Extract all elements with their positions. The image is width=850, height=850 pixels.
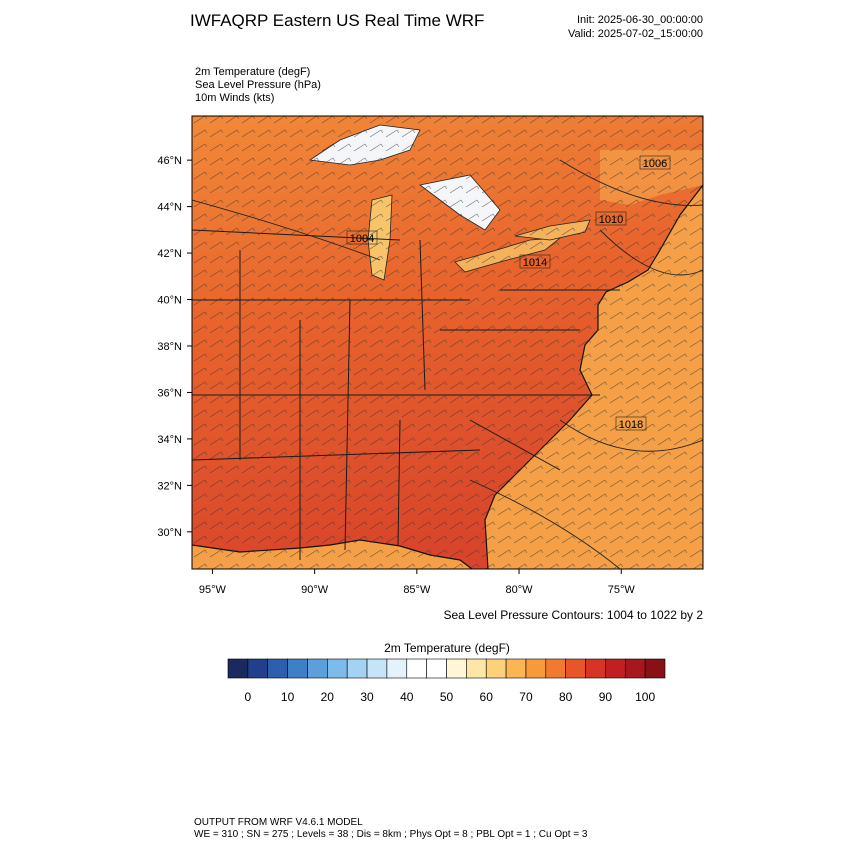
colorbar-box [267,658,288,679]
map [192,116,703,569]
colorbar-tick-label: 10 [281,690,295,704]
contour-label: 1018 [619,419,643,431]
lat-tick-label: 38°N [157,341,182,353]
colorbar-box [545,658,566,679]
colorbar-box [426,658,447,679]
contour-caption: Sea Level Pressure Contours: 1004 to 102… [444,608,704,622]
colorbar-tick-label: 90 [599,690,613,704]
lon-tick-label: 80°W [506,584,534,596]
colorbar-tick-label: 60 [480,690,494,704]
colorbar-box [327,658,348,679]
colorbar-tick-label: 0 [245,690,252,704]
lat-tick-label: 40°N [157,295,182,307]
colorbar-box [466,658,487,679]
contour-label: 1010 [599,214,623,226]
wind-barbs [192,116,703,569]
contour-label-box [595,211,627,226]
colorbar-box [624,658,646,679]
colorbar-tick-label: 40 [400,690,414,704]
colorbar-tick-label: 50 [440,690,454,704]
colorbar-box [406,658,427,679]
colorbar-box [485,658,507,679]
title: IWFAQRP Eastern US Real Time WRF [190,11,484,30]
lon-tick-label: 95°W [199,584,227,596]
colorbar-tick-label: 20 [321,690,335,704]
colorbar-box [605,658,626,679]
lon-tick-label: 85°W [403,584,431,596]
lat-tick-label: 32°N [157,480,182,492]
colorbar-box [585,658,606,679]
colorbar-box [565,658,586,679]
lat-tick-label: 46°N [157,155,182,167]
contour-label-box [346,230,378,245]
colorbar-box [287,658,308,679]
colorbar-box [227,658,249,679]
contour-label-box [639,155,671,170]
colorbar-tick-label: 100 [635,690,655,704]
field-label: 2m Temperature (degF) [195,66,310,78]
colorbar-box [505,658,527,679]
colorbar-tick-label: 80 [559,690,573,704]
colorbar-box [247,658,269,679]
contour-label: 1006 [643,158,667,170]
colorbar-box [644,658,666,679]
contour-label: 1014 [523,257,547,269]
lat-tick-label: 44°N [157,202,182,214]
lon-tick-label: 75°W [608,584,636,596]
colorbar-box [346,658,368,679]
field-label: Sea Level Pressure (hPa) [195,79,321,91]
colorbar-tick-label: 30 [360,690,374,704]
colorbar-box [525,658,547,679]
colorbar-tick-label: 70 [519,690,533,704]
footer-line: OUTPUT FROM WRF V4.6.1 MODEL [194,817,363,828]
colorbar-box [446,658,467,679]
colorbar-box [386,658,408,679]
map-frame [191,115,704,570]
contour-label: 1004 [350,233,374,245]
footer-line: WE = 310 ; SN = 275 ; Levels = 38 ; Dis … [194,829,588,840]
lat-tick-label: 34°N [157,434,182,446]
contour-label-box [519,254,551,269]
lon-tick-label: 90°W [301,584,329,596]
contour-label-box [615,416,647,431]
colorbar-title: 2m Temperature (degF) [384,641,510,655]
lat-tick-label: 30°N [157,527,182,539]
valid-time: Valid: 2025-07-02_15:00:00 [568,28,703,40]
lat-tick-label: 42°N [157,248,182,260]
colorbar-box [366,658,388,679]
init-time: Init: 2025-06-30_00:00:00 [577,14,703,26]
lat-tick-label: 36°N [157,387,182,399]
field-label: 10m Winds (kts) [195,92,274,104]
colorbar-box [307,658,328,679]
